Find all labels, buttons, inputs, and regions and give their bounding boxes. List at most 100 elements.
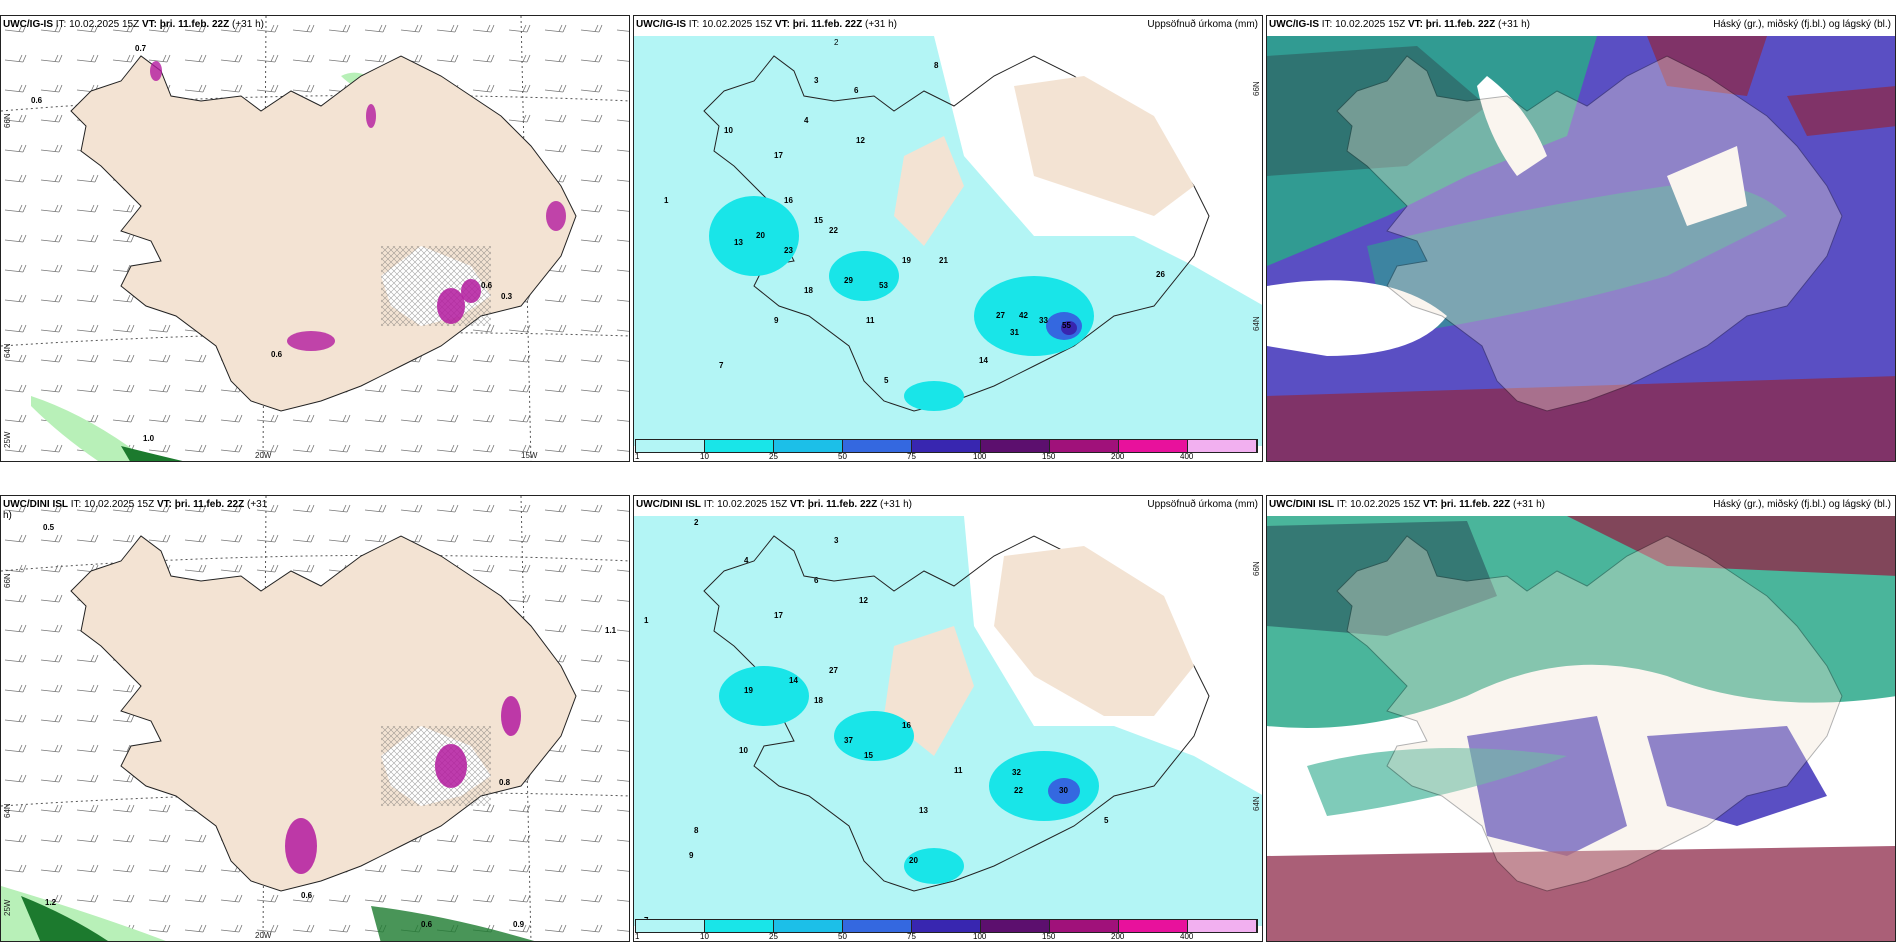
precip-number: 30 bbox=[1059, 786, 1068, 795]
panel-variable-label: Uppsöfnuð úrkoma (mm) bbox=[1147, 499, 1258, 510]
legend-label: 75 bbox=[907, 932, 916, 941]
graticule bbox=[1, 554, 629, 572]
low-cloud bbox=[1267, 846, 1895, 941]
precip-number: 53 bbox=[879, 281, 888, 290]
precip-core bbox=[989, 751, 1099, 821]
precip-core bbox=[834, 711, 914, 761]
value-label: 0.6 bbox=[421, 920, 433, 929]
precip-number: 4 bbox=[804, 116, 809, 125]
precip-number: 19 bbox=[902, 256, 911, 265]
precip-number: 5 bbox=[884, 376, 889, 385]
value-label: 0.7 bbox=[135, 44, 147, 53]
legend-swatch bbox=[981, 440, 1050, 452]
value-label: 0.8 bbox=[499, 778, 511, 787]
panel-title: UWC/IG-IS IT: 10.02.2025 15Z VT: þri. 11… bbox=[1269, 19, 1530, 30]
precip-core bbox=[904, 381, 964, 411]
panel-ig-cloud: UWC/IG-IS IT: 10.02.2025 15Z VT: þri. 11… bbox=[1266, 15, 1896, 462]
value-label: 0.6 bbox=[31, 96, 43, 105]
value-label: 0.6 bbox=[271, 350, 283, 359]
legend-label: 75 bbox=[907, 452, 916, 461]
lon-label: 20W bbox=[255, 931, 272, 940]
precip-legend: 1 10 25 50 75 100 150 200 400 bbox=[634, 919, 1262, 941]
precip-number: 2 bbox=[694, 518, 699, 527]
lon-label: 20W bbox=[255, 451, 272, 460]
precip-number: 22 bbox=[829, 226, 838, 235]
legend-label: 100 bbox=[973, 932, 987, 941]
panel-variable-label: Háský (gr.), miðský (fj.bl.) og lágský (… bbox=[1713, 499, 1891, 510]
legend-label: 25 bbox=[769, 932, 778, 941]
legend-swatch bbox=[705, 920, 774, 932]
precip-number: 37 bbox=[844, 736, 853, 745]
precip-number: 16 bbox=[784, 196, 793, 205]
value-label: 0.6 bbox=[301, 891, 313, 900]
gust-spot bbox=[285, 818, 317, 874]
low-cloud bbox=[1647, 36, 1767, 96]
precip-number: 33 bbox=[1039, 316, 1048, 325]
precip-number: 15 bbox=[814, 216, 823, 225]
legend-bar bbox=[635, 439, 1258, 453]
lat-label: 66N bbox=[3, 573, 12, 588]
legend-swatch bbox=[774, 920, 843, 932]
precip-core bbox=[709, 196, 799, 276]
precip-number: 27 bbox=[996, 311, 1005, 320]
precip-number: 23 bbox=[784, 246, 793, 255]
wind-shade bbox=[371, 906, 535, 941]
legend-swatch bbox=[1188, 920, 1257, 932]
precip-number: 17 bbox=[774, 151, 783, 160]
precip-number: 6 bbox=[814, 576, 819, 585]
precip-number: 21 bbox=[939, 256, 948, 265]
panel-ig-wind: UWC/IG-IS IT: 10.02.2025 15Z VT: þri. 11… bbox=[0, 15, 630, 462]
precip-core bbox=[904, 848, 964, 884]
precip-number: 9 bbox=[689, 851, 694, 860]
legend-swatch bbox=[843, 920, 912, 932]
dry-land bbox=[994, 546, 1194, 716]
precip-number: 22 bbox=[1014, 786, 1023, 795]
lat-label: 64N bbox=[3, 343, 12, 358]
precip-number: 10 bbox=[724, 126, 733, 135]
low-cloud bbox=[1567, 516, 1895, 576]
legend-swatch bbox=[774, 440, 843, 452]
gust-spot bbox=[287, 331, 335, 351]
precip-number: 2 bbox=[834, 38, 839, 47]
precip-number: 11 bbox=[866, 316, 875, 325]
legend-label: 25 bbox=[769, 452, 778, 461]
precip-number: 1 bbox=[664, 196, 669, 205]
value-label: 0.6 bbox=[481, 281, 493, 290]
precip-core bbox=[1061, 321, 1077, 335]
lat-label: 66N bbox=[1252, 81, 1261, 96]
precip-number: 55 bbox=[1062, 321, 1071, 330]
precip-number: 18 bbox=[804, 286, 813, 295]
precip-number: 10 bbox=[739, 746, 748, 755]
wind-shade bbox=[21, 896, 108, 941]
precip-number: 8 bbox=[934, 61, 939, 70]
high-cloud bbox=[1367, 184, 1787, 336]
legend-label: 400 bbox=[1180, 932, 1194, 941]
legend-label: 1 bbox=[635, 932, 640, 941]
wind-map bbox=[1, 16, 629, 461]
lon-label: 25W bbox=[3, 431, 12, 448]
legend-swatch bbox=[912, 440, 981, 452]
wind-shade bbox=[31, 396, 149, 461]
lat-label: 66N bbox=[3, 113, 12, 128]
dry-land bbox=[1014, 76, 1194, 216]
precip-map bbox=[634, 36, 1262, 446]
lat-label: 64N bbox=[3, 803, 12, 818]
precip-number: 9 bbox=[774, 316, 779, 325]
panel-variable-label: Háský (gr.), miðský (fj.bl.) og lágský (… bbox=[1713, 19, 1891, 30]
precip-number: 18 bbox=[814, 696, 823, 705]
graticule bbox=[1, 332, 629, 347]
high-cloud bbox=[1267, 46, 1487, 176]
gust-spot bbox=[366, 104, 376, 128]
value-label: 0.3 bbox=[501, 292, 513, 301]
legend-swatch bbox=[636, 920, 705, 932]
precip-number: 31 bbox=[1010, 328, 1019, 337]
low-cloud bbox=[1787, 86, 1895, 136]
precip-number: 27 bbox=[829, 666, 838, 675]
precip-core bbox=[1048, 778, 1080, 804]
clear-area bbox=[1667, 146, 1747, 226]
legend-swatch bbox=[981, 920, 1050, 932]
precip-number: 6 bbox=[854, 86, 859, 95]
wind-map bbox=[1, 496, 629, 941]
precip-number: 29 bbox=[844, 276, 853, 285]
precip-number: 19 bbox=[744, 686, 753, 695]
